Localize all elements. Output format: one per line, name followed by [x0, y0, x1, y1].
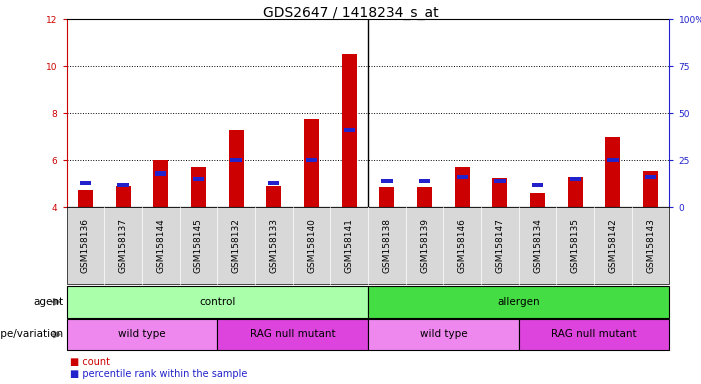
Bar [645, 175, 656, 179]
Text: GSM158137: GSM158137 [118, 218, 128, 273]
Bar [80, 181, 91, 185]
Bar [607, 158, 618, 162]
Text: RAG null mutant: RAG null mutant [551, 329, 637, 339]
Text: GSM158138: GSM158138 [382, 218, 391, 273]
Text: GSM158135: GSM158135 [571, 218, 580, 273]
Text: GSM158140: GSM158140 [307, 218, 316, 273]
Bar [456, 175, 468, 179]
Bar [266, 186, 281, 207]
Bar [492, 178, 508, 207]
Text: GDS2647 / 1418234_s_at: GDS2647 / 1418234_s_at [263, 6, 438, 20]
Text: GSM158141: GSM158141 [345, 218, 354, 273]
Text: GSM158134: GSM158134 [533, 218, 542, 273]
Bar [419, 179, 430, 183]
Bar [154, 161, 168, 207]
Bar [494, 179, 505, 183]
Bar [343, 128, 355, 132]
Text: GSM158143: GSM158143 [646, 218, 655, 273]
Bar [193, 177, 204, 181]
Text: RAG null mutant: RAG null mutant [250, 329, 336, 339]
Bar [532, 183, 543, 187]
Bar [530, 193, 545, 207]
Bar [455, 167, 470, 207]
Text: wild type: wild type [118, 329, 165, 339]
Text: control: control [199, 297, 236, 307]
Bar [381, 179, 393, 183]
Bar [606, 137, 620, 207]
Text: ■ count: ■ count [70, 358, 110, 367]
Text: GSM158139: GSM158139 [420, 218, 429, 273]
Bar [379, 187, 395, 207]
Bar [643, 171, 658, 207]
Bar [116, 186, 130, 207]
Bar [568, 177, 583, 207]
Text: allergen: allergen [498, 297, 540, 307]
Bar [417, 187, 432, 207]
Text: GSM158133: GSM158133 [269, 218, 278, 273]
Text: agent: agent [33, 297, 63, 307]
Bar [306, 158, 317, 162]
Text: GSM158142: GSM158142 [608, 218, 618, 273]
Text: GSM158145: GSM158145 [194, 218, 203, 273]
Bar [304, 119, 319, 207]
Text: wild type: wild type [420, 329, 467, 339]
Text: GSM158144: GSM158144 [156, 218, 165, 273]
Text: GSM158132: GSM158132 [231, 218, 240, 273]
Text: ■ percentile rank within the sample: ■ percentile rank within the sample [70, 369, 247, 379]
Text: GSM158146: GSM158146 [458, 218, 467, 273]
Bar [268, 181, 280, 185]
Bar [155, 171, 166, 175]
Bar [570, 177, 581, 181]
Bar [191, 167, 206, 207]
Bar [341, 55, 357, 207]
Bar [229, 130, 244, 207]
Text: GSM158147: GSM158147 [496, 218, 505, 273]
Bar [118, 183, 129, 187]
Bar [78, 190, 93, 207]
Text: genotype/variation: genotype/variation [0, 329, 63, 339]
Bar [231, 158, 242, 162]
Text: GSM158136: GSM158136 [81, 218, 90, 273]
